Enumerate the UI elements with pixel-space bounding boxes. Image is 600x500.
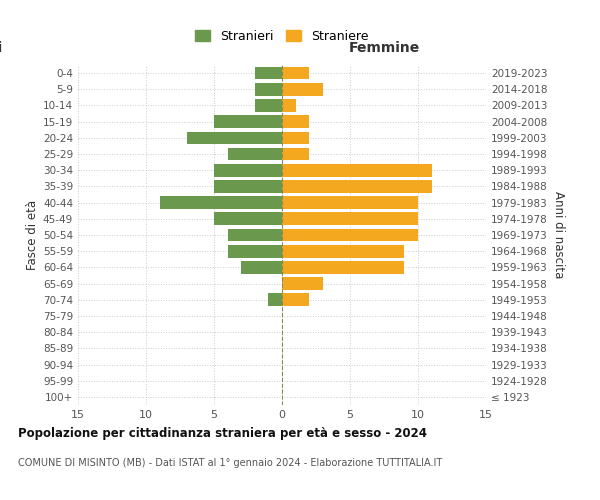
Bar xyxy=(227,228,282,241)
Bar xyxy=(282,148,309,160)
Bar xyxy=(282,228,418,241)
Bar xyxy=(282,132,309,144)
Bar xyxy=(282,278,323,290)
Bar xyxy=(268,294,282,306)
Bar xyxy=(282,99,296,112)
Bar xyxy=(282,164,431,176)
Bar xyxy=(214,116,282,128)
Y-axis label: Anni di nascita: Anni di nascita xyxy=(552,192,565,278)
Bar xyxy=(282,245,404,258)
Bar xyxy=(282,67,309,80)
Legend: Stranieri, Straniere: Stranieri, Straniere xyxy=(193,27,371,45)
Bar xyxy=(282,196,418,209)
Bar xyxy=(282,294,309,306)
Bar xyxy=(282,180,431,192)
Y-axis label: Fasce di età: Fasce di età xyxy=(26,200,39,270)
Bar xyxy=(282,116,309,128)
Bar xyxy=(282,261,404,274)
Bar xyxy=(227,148,282,160)
Bar xyxy=(255,99,282,112)
Text: Femmine: Femmine xyxy=(349,41,419,55)
Text: Maschi: Maschi xyxy=(0,41,3,55)
Bar xyxy=(227,245,282,258)
Bar xyxy=(282,212,418,225)
Bar xyxy=(255,83,282,96)
Text: Popolazione per cittadinanza straniera per età e sesso - 2024: Popolazione per cittadinanza straniera p… xyxy=(18,428,427,440)
Bar xyxy=(187,132,282,144)
Text: COMUNE DI MISINTO (MB) - Dati ISTAT al 1° gennaio 2024 - Elaborazione TUTTITALIA: COMUNE DI MISINTO (MB) - Dati ISTAT al 1… xyxy=(18,458,442,468)
Bar xyxy=(241,261,282,274)
Bar xyxy=(160,196,282,209)
Bar xyxy=(214,180,282,192)
Bar xyxy=(214,164,282,176)
Bar xyxy=(214,212,282,225)
Bar xyxy=(282,83,323,96)
Bar xyxy=(255,67,282,80)
